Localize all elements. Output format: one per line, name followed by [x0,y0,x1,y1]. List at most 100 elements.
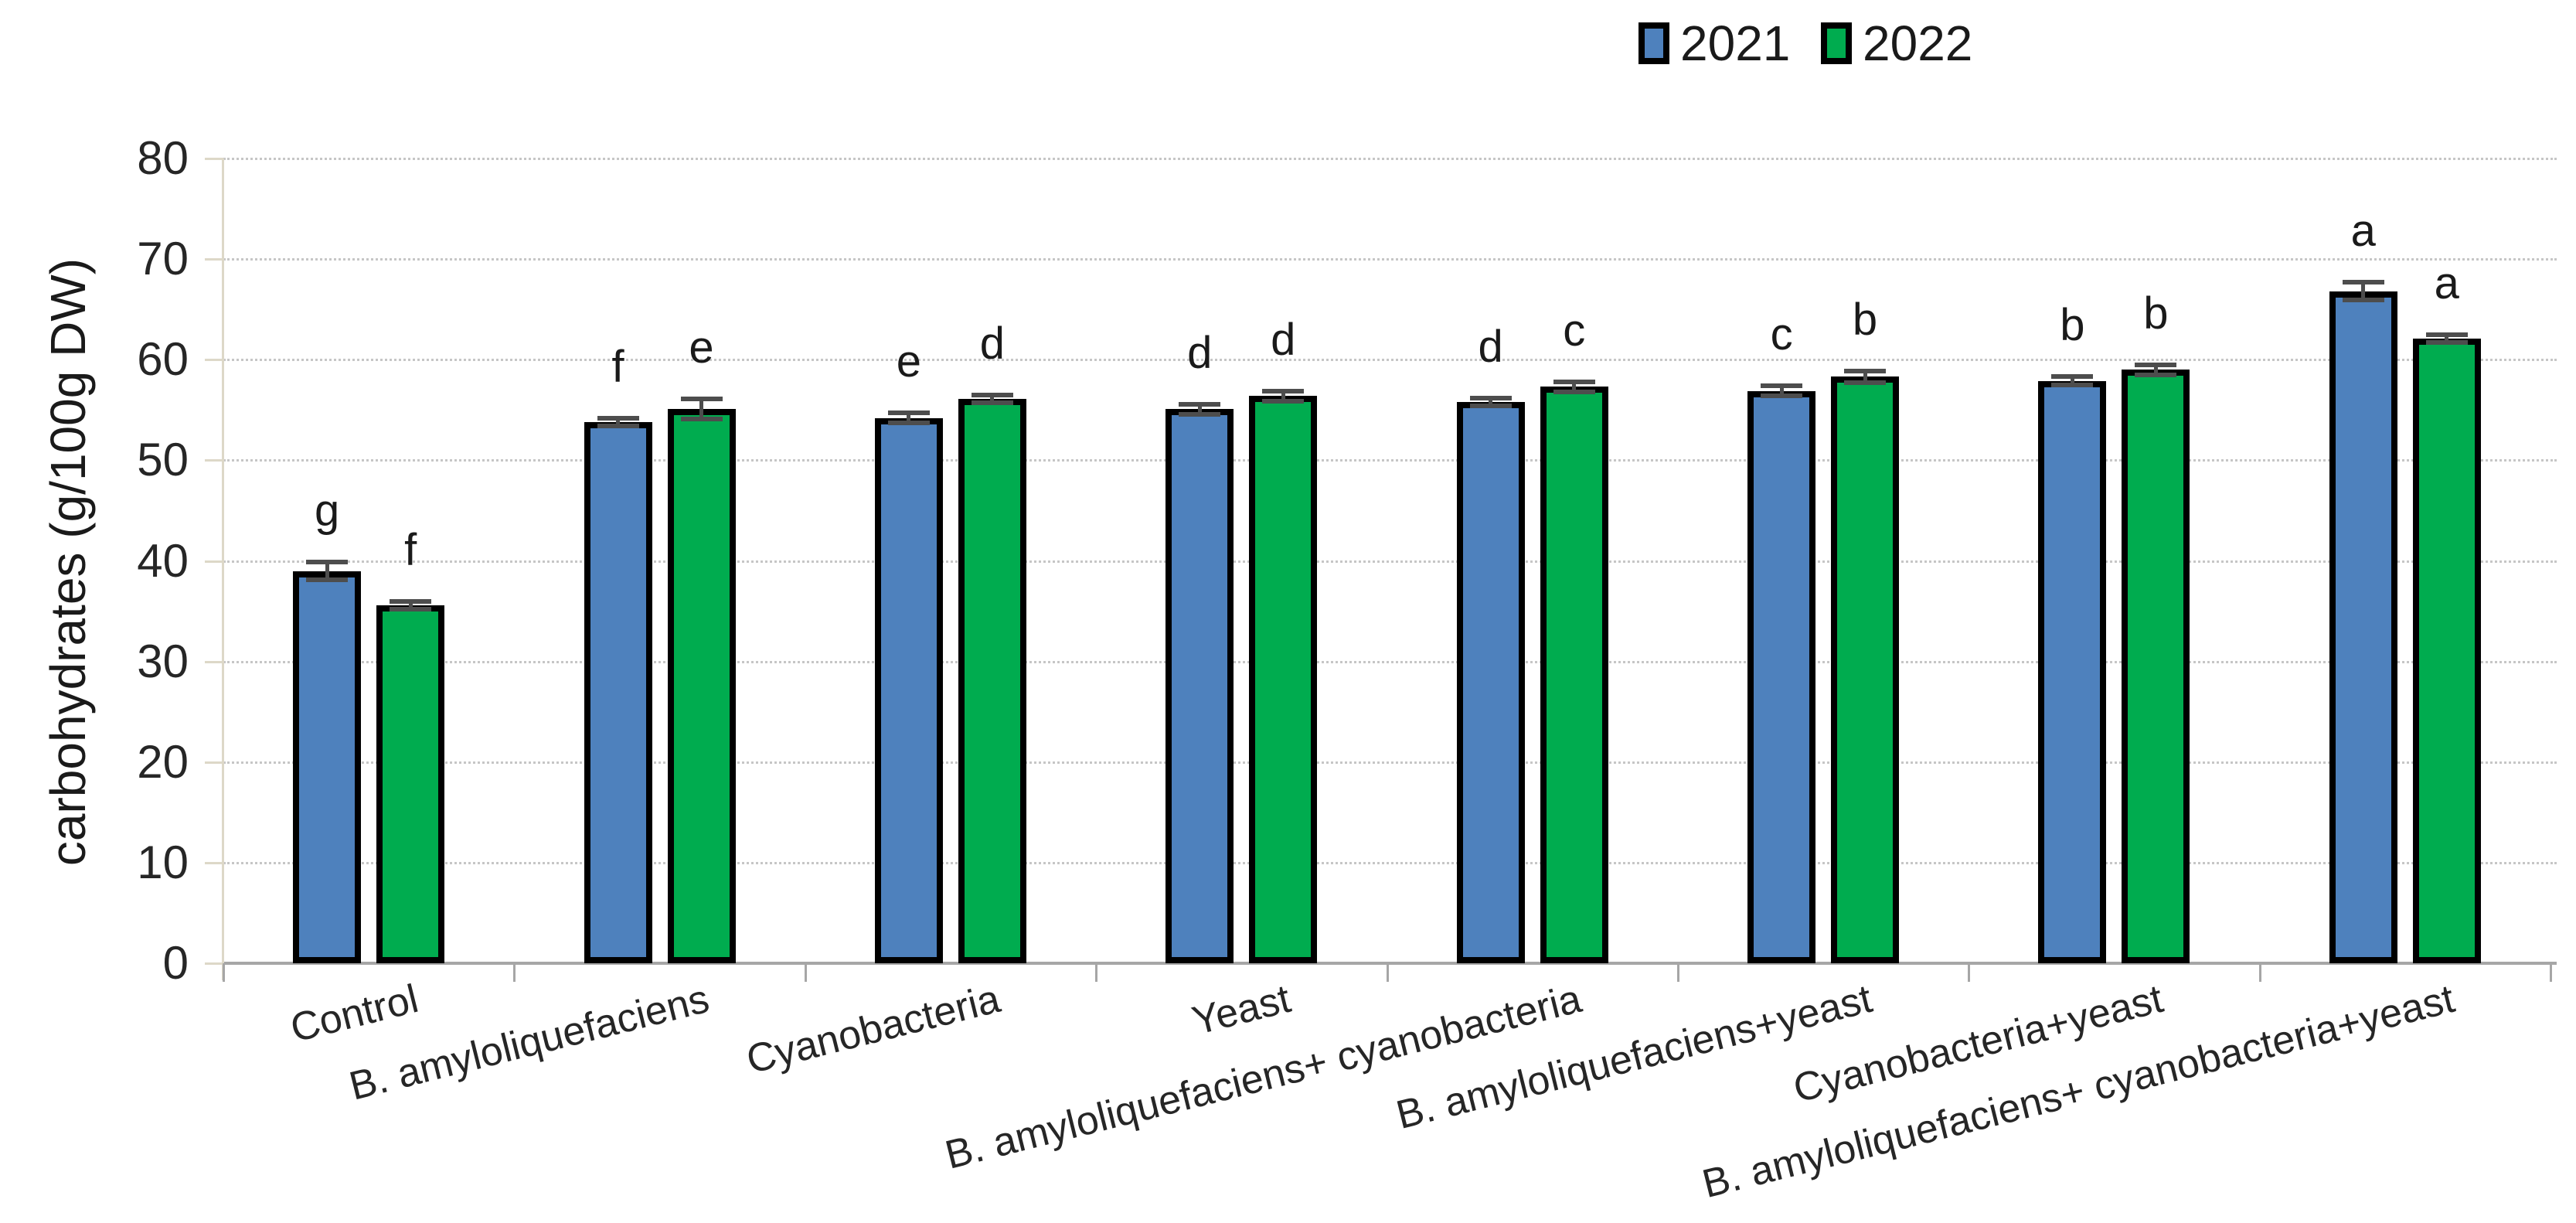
error-bar-cap-bottom-2022-0 [390,606,432,612]
gridline [223,158,2557,160]
error-bar-line-2021-7 [2361,282,2366,301]
error-bar-cap-bottom-2021-7 [2342,298,2384,303]
y-axis-tick-label: 20 [137,735,189,788]
x-tick [2258,963,2261,982]
error-bar-line-2022-6 [2153,364,2158,375]
y-axis-tick-label: 50 [137,434,189,486]
sig-letter-2021-2: e [896,336,922,387]
error-bar-cap-top-2022-7 [2425,332,2468,337]
error-bar-line-2021-5 [1779,386,1784,397]
y-axis-tick-label: 60 [137,333,189,386]
y-axis-tick-label: 70 [137,233,189,285]
bar-2021-2 [874,417,943,963]
error-bar-cap-bottom-2021-2 [887,421,930,426]
error-bar-line-2021-4 [1489,397,1493,407]
legend-swatch-2022 [1821,22,1852,64]
sig-letter-2021-7: a [2350,206,2376,257]
bar-2021-5 [1747,390,1816,963]
bar-2022-7 [2412,338,2481,963]
y-axis-tick [205,359,223,362]
gridline [223,761,2557,764]
error-bar-cap-bottom-2022-5 [1844,380,1887,386]
y-axis-tick [205,660,223,663]
bar-2022-6 [2122,370,2190,963]
y-axis-tick-label: 40 [137,534,189,587]
bar-2021-1 [584,421,652,963]
error-bar-cap-top-2022-0 [390,598,432,604]
gridline [223,560,2557,563]
error-bar-cap-top-2022-1 [680,396,723,401]
error-bar-cap-top-2022-5 [1844,368,1887,373]
error-bar-line-2021-3 [1197,404,1202,414]
x-axis-line [223,962,2557,965]
x-tick [804,963,807,982]
gridline [223,359,2557,362]
error-bar-line-2021-2 [907,413,911,424]
sig-letter-2022-3: d [1271,314,1296,365]
error-bar-cap-top-2022-3 [1262,388,1305,393]
error-bar-line-2022-4 [1572,381,1577,392]
error-bar-line-2022-5 [1863,370,1867,383]
legend-label-2021: 2021 [1680,15,1791,71]
x-tick [513,963,516,982]
x-axis-label-5: B. amyloliquefaciens+yeast [1392,976,1877,1139]
sig-letter-2022-2: d [979,318,1006,369]
gridline [223,660,2557,663]
gridline [223,459,2557,462]
x-axis-label-0: Control [285,976,423,1051]
sig-letter-2021-0: g [315,485,340,536]
sig-letter-2022-1: e [689,322,714,373]
x-axis-label-3: Yeast [1188,976,1295,1044]
sig-letter-2022-4: c [1563,305,1586,356]
error-bar-cap-top-2021-3 [1179,401,1221,407]
error-bar-cap-top-2021-5 [1761,383,1803,389]
legend-item-2022: 2022 [1821,19,1972,68]
y-axis-tick [205,158,223,160]
x-tick [1968,963,1971,982]
gridline [223,861,2557,864]
legend-item-2021: 2021 [1638,19,1790,68]
bar-2022-0 [376,605,445,963]
error-bar-cap-bottom-2022-2 [971,400,1013,406]
error-bar-cap-bottom-2021-1 [597,424,639,429]
error-bar-cap-top-2022-6 [2135,362,2177,367]
y-axis-tick-label: 30 [137,635,189,687]
bar-2022-3 [1249,396,1318,963]
error-bar-line-2022-2 [990,394,995,404]
error-bar-cap-top-2021-6 [2051,374,2094,380]
error-bar-line-2021-6 [2070,376,2074,385]
error-bar-cap-top-2021-4 [1469,395,1512,400]
error-bar-cap-top-2021-1 [597,415,639,421]
y-axis-tick [205,258,223,261]
error-bar-cap-bottom-2021-4 [1469,404,1512,409]
error-bar-line-2022-1 [699,398,704,419]
error-bar-line-2022-0 [408,601,413,609]
bar-2022-5 [1831,376,1900,963]
y-axis-tick [205,761,223,764]
x-tick [1676,963,1679,982]
sig-letter-2022-6: b [2143,288,2169,339]
y-axis-line [222,158,224,980]
bar-2021-6 [2038,380,2107,963]
error-bar-line-2022-3 [1281,390,1285,401]
error-bar-cap-bottom-2021-3 [1179,411,1221,417]
x-tick [1095,963,1098,982]
error-bar-cap-bottom-2022-7 [2425,340,2468,346]
error-bar-cap-top-2022-4 [1553,379,1595,384]
bar-2021-4 [1456,401,1525,963]
error-bar-cap-bottom-2021-0 [306,577,349,583]
bar-2022-4 [1540,387,1608,963]
y-axis-tick [205,861,223,864]
y-axis-tick-label: 80 [137,132,189,184]
error-bar-cap-bottom-2022-6 [2135,372,2177,377]
error-bar-cap-bottom-2022-1 [680,417,723,422]
error-bar-cap-bottom-2021-5 [1761,393,1803,399]
error-bar-cap-top-2021-7 [2342,280,2384,285]
legend-label-2022: 2022 [1863,15,1973,71]
error-bar-line-2021-0 [325,561,329,581]
error-bar-line-2021-1 [616,417,621,427]
error-bar-cap-top-2021-0 [306,559,349,564]
bar-2022-1 [667,409,736,963]
sig-letter-2021-1: f [611,341,624,392]
bar-2021-3 [1165,409,1234,963]
